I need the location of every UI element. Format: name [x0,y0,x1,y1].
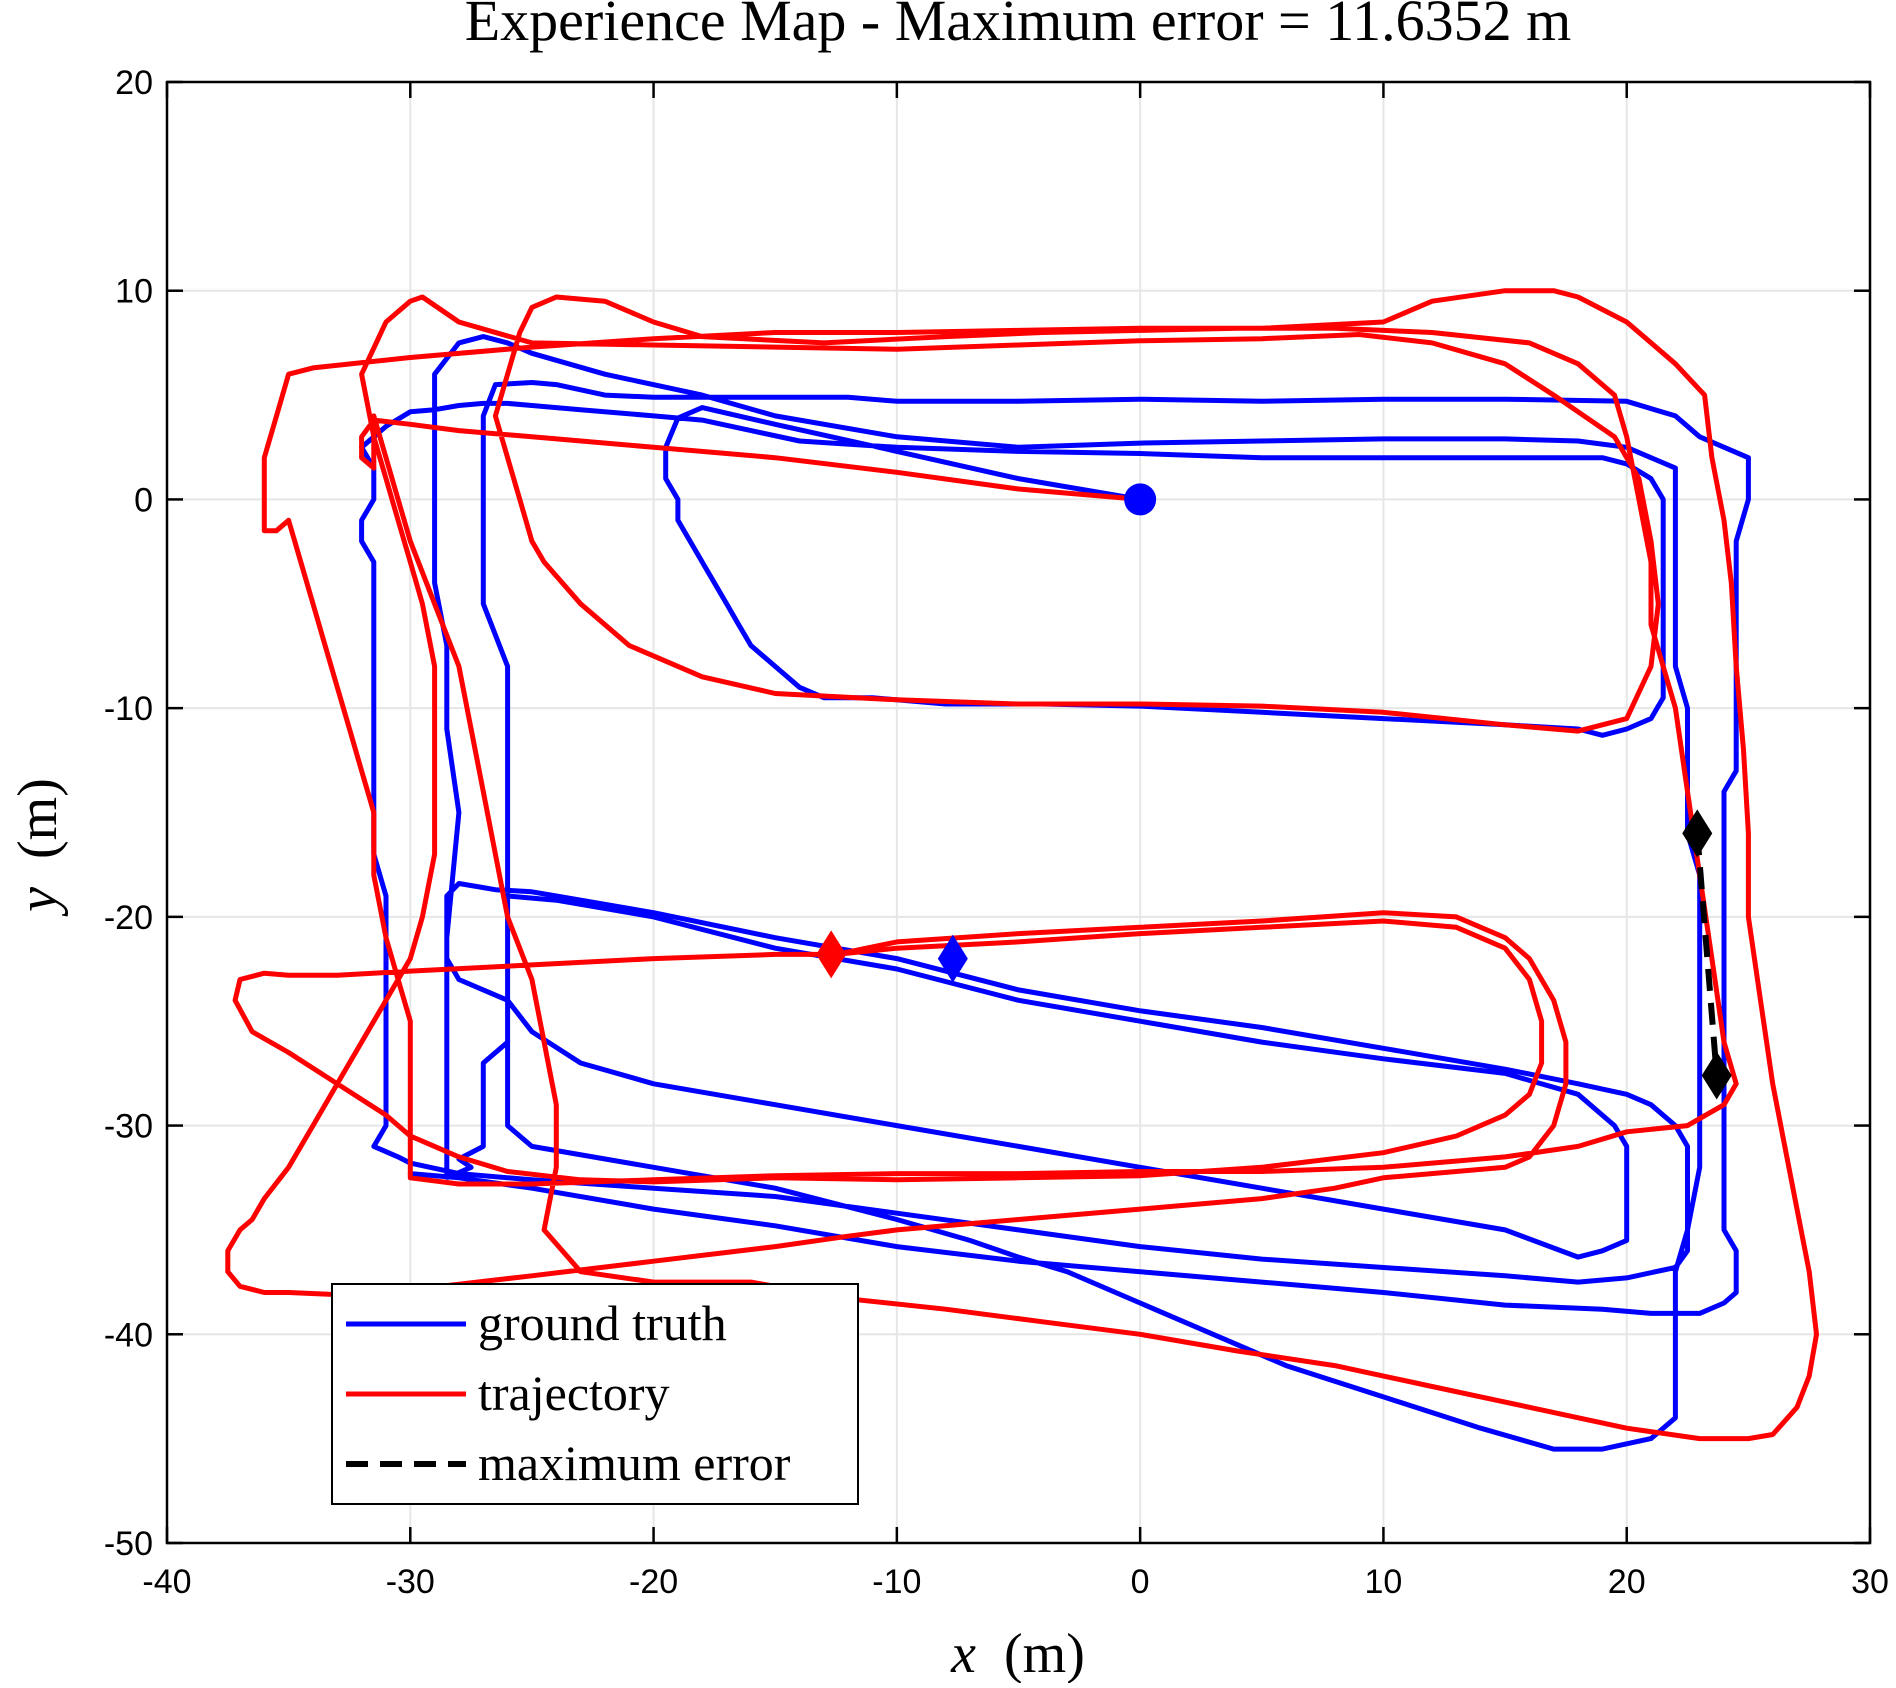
x-tick-label: 0 [1131,1563,1150,1601]
legend-label-ground-truth: ground truth [478,1295,727,1351]
axes-layer [165,80,1872,1545]
x-axis-var: x [950,1623,976,1683]
y-tick-label: -50 [104,1525,153,1563]
legend-label-trajectory: trajectory [478,1365,670,1421]
axes-box [165,80,1872,1545]
legend-label-maximum-error: maximum error [478,1435,791,1491]
ground-truth-end-marker [937,934,968,983]
ground-truth-start-marker [1124,483,1157,516]
y-axis-var: y [7,887,69,917]
x-tick-label: -10 [872,1563,921,1601]
y-tick-label: 0 [134,481,153,519]
x-tick-label: 30 [1851,1563,1889,1601]
series-layer [225,288,1819,1452]
y-axis-unit: (m) [7,778,69,859]
y-axis-label: y (m) [7,778,69,917]
x-tick-label: -20 [629,1563,678,1601]
chart-title: Experience Map - Maximum error = 11.6352… [465,0,1571,53]
marker-layer [816,483,1732,1100]
x-tick-label: 10 [1365,1563,1403,1601]
max-error-end-marker [1701,1051,1732,1100]
y-tick-label: -30 [104,1108,153,1146]
x-axis-label: x (m) [950,1623,1085,1683]
y-tick-label: 20 [115,64,153,102]
trajectory-end-marker [816,930,847,979]
y-tick-label: -20 [104,899,153,937]
maximum-error-line [1694,833,1720,1076]
x-tick-label: 20 [1608,1563,1646,1601]
x-tick-label: -40 [142,1563,191,1601]
y-tick-label: 10 [115,273,153,311]
max-error-start-marker [1682,809,1713,858]
legend: ground truth trajectory maximum error [331,1283,859,1505]
y-tick-label: -40 [104,1316,153,1354]
trajectory-line [225,288,1819,1442]
x-tick-label: -30 [386,1563,435,1601]
ground-truth-line [359,334,1751,1452]
x-axis-unit: (m) [1004,1623,1085,1683]
y-tick-label: -10 [104,690,153,728]
